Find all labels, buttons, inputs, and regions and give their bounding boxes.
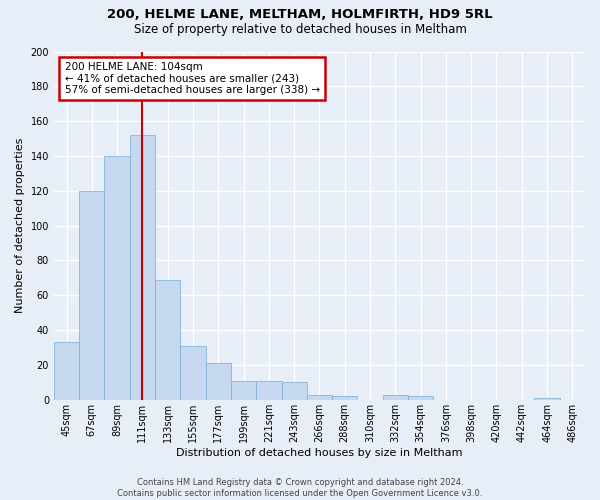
Bar — [104, 156, 130, 400]
Text: 200, HELME LANE, MELTHAM, HOLMFIRTH, HD9 5RL: 200, HELME LANE, MELTHAM, HOLMFIRTH, HD9… — [107, 8, 493, 20]
Y-axis label: Number of detached properties: Number of detached properties — [15, 138, 25, 314]
Bar — [307, 394, 332, 400]
X-axis label: Distribution of detached houses by size in Meltham: Distribution of detached houses by size … — [176, 448, 463, 458]
Bar — [54, 342, 79, 400]
Text: Contains HM Land Registry data © Crown copyright and database right 2024.
Contai: Contains HM Land Registry data © Crown c… — [118, 478, 482, 498]
Text: Size of property relative to detached houses in Meltham: Size of property relative to detached ho… — [134, 22, 466, 36]
Bar — [231, 380, 256, 400]
Bar — [535, 398, 560, 400]
Text: 200 HELME LANE: 104sqm
← 41% of detached houses are smaller (243)
57% of semi-de: 200 HELME LANE: 104sqm ← 41% of detached… — [65, 62, 320, 95]
Bar — [130, 135, 155, 400]
Bar — [281, 382, 307, 400]
Bar — [206, 363, 231, 400]
Bar — [332, 396, 358, 400]
Bar — [383, 394, 408, 400]
Bar — [256, 380, 281, 400]
Bar — [181, 346, 206, 400]
Bar — [155, 280, 181, 400]
Bar — [408, 396, 433, 400]
Bar — [79, 191, 104, 400]
